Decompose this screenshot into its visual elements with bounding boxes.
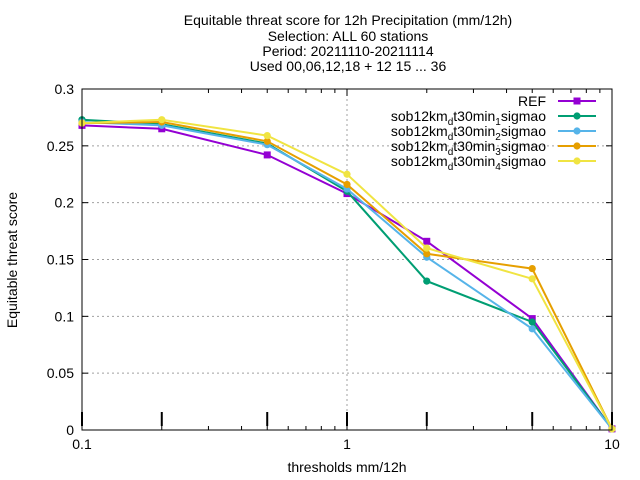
legend-label: sob12kmdt30min4sigmao bbox=[391, 153, 546, 173]
data-point bbox=[158, 116, 166, 124]
data-point bbox=[423, 244, 431, 252]
title-line-4: Used 00,06,12,18 + 12 15 ... 36 bbox=[250, 58, 447, 74]
data-point bbox=[528, 275, 536, 283]
legend-marker bbox=[573, 112, 581, 120]
legend-label: sob12kmdt30min2sigmao bbox=[391, 123, 546, 143]
data-point bbox=[423, 277, 431, 285]
x-tick-label: 10 bbox=[604, 436, 620, 452]
chart-title: Equitable threat score for 12h Precipita… bbox=[184, 12, 512, 74]
x-tick-label: 1 bbox=[343, 436, 351, 452]
legend-marker bbox=[573, 142, 581, 150]
title-line-1: Equitable threat score for 12h Precipita… bbox=[184, 12, 512, 28]
grid bbox=[82, 89, 612, 430]
data-point bbox=[528, 318, 536, 326]
legend-item: sob12kmdt30min4sigmao bbox=[391, 153, 596, 173]
data-point bbox=[423, 237, 431, 245]
y-tick-label: 0.25 bbox=[47, 138, 74, 154]
legend-marker bbox=[573, 97, 581, 105]
legend-label: sob12kmdt30min1sigmao bbox=[391, 108, 546, 128]
legend-label: REF bbox=[518, 93, 546, 109]
y-axis-label: Equitable threat score bbox=[4, 192, 20, 328]
data-point bbox=[528, 325, 536, 333]
data-point bbox=[528, 264, 536, 273]
y-tick-label: 0.15 bbox=[47, 252, 74, 268]
y-tick-label: 0 bbox=[66, 422, 74, 438]
title-line-3: Period: 20211110-20211114 bbox=[262, 43, 433, 59]
y-tick-label: 0.2 bbox=[55, 195, 75, 211]
x-tick-label: 0.1 bbox=[72, 436, 92, 452]
data-point bbox=[343, 180, 351, 189]
data-point bbox=[263, 132, 271, 140]
y-tick-label: 0.3 bbox=[55, 81, 75, 97]
data-point bbox=[343, 170, 351, 178]
legend-item: sob12kmdt30min3sigmao bbox=[391, 138, 596, 158]
legend-marker bbox=[573, 157, 581, 165]
title-line-2: Selection: ALL 60 stations bbox=[268, 28, 429, 44]
data-point bbox=[263, 137, 271, 145]
legend-marker bbox=[573, 127, 581, 135]
plot-frame bbox=[81, 88, 613, 431]
y-tick-label: 0.05 bbox=[47, 365, 74, 381]
legend-item: sob12kmdt30min1sigmao bbox=[391, 108, 596, 128]
legend: REFsob12kmdt30min1sigmaosob12kmdt30min2s… bbox=[391, 93, 596, 173]
legend-item: REF bbox=[518, 93, 596, 109]
data-point bbox=[263, 151, 271, 159]
y-tick-label: 0.1 bbox=[55, 308, 75, 324]
data-point bbox=[423, 250, 431, 258]
legend-item: sob12kmdt30min2sigmao bbox=[391, 123, 596, 143]
legend-label: sob12kmdt30min3sigmao bbox=[391, 138, 546, 158]
x-axis-label: thresholds mm/12h bbox=[287, 459, 406, 475]
